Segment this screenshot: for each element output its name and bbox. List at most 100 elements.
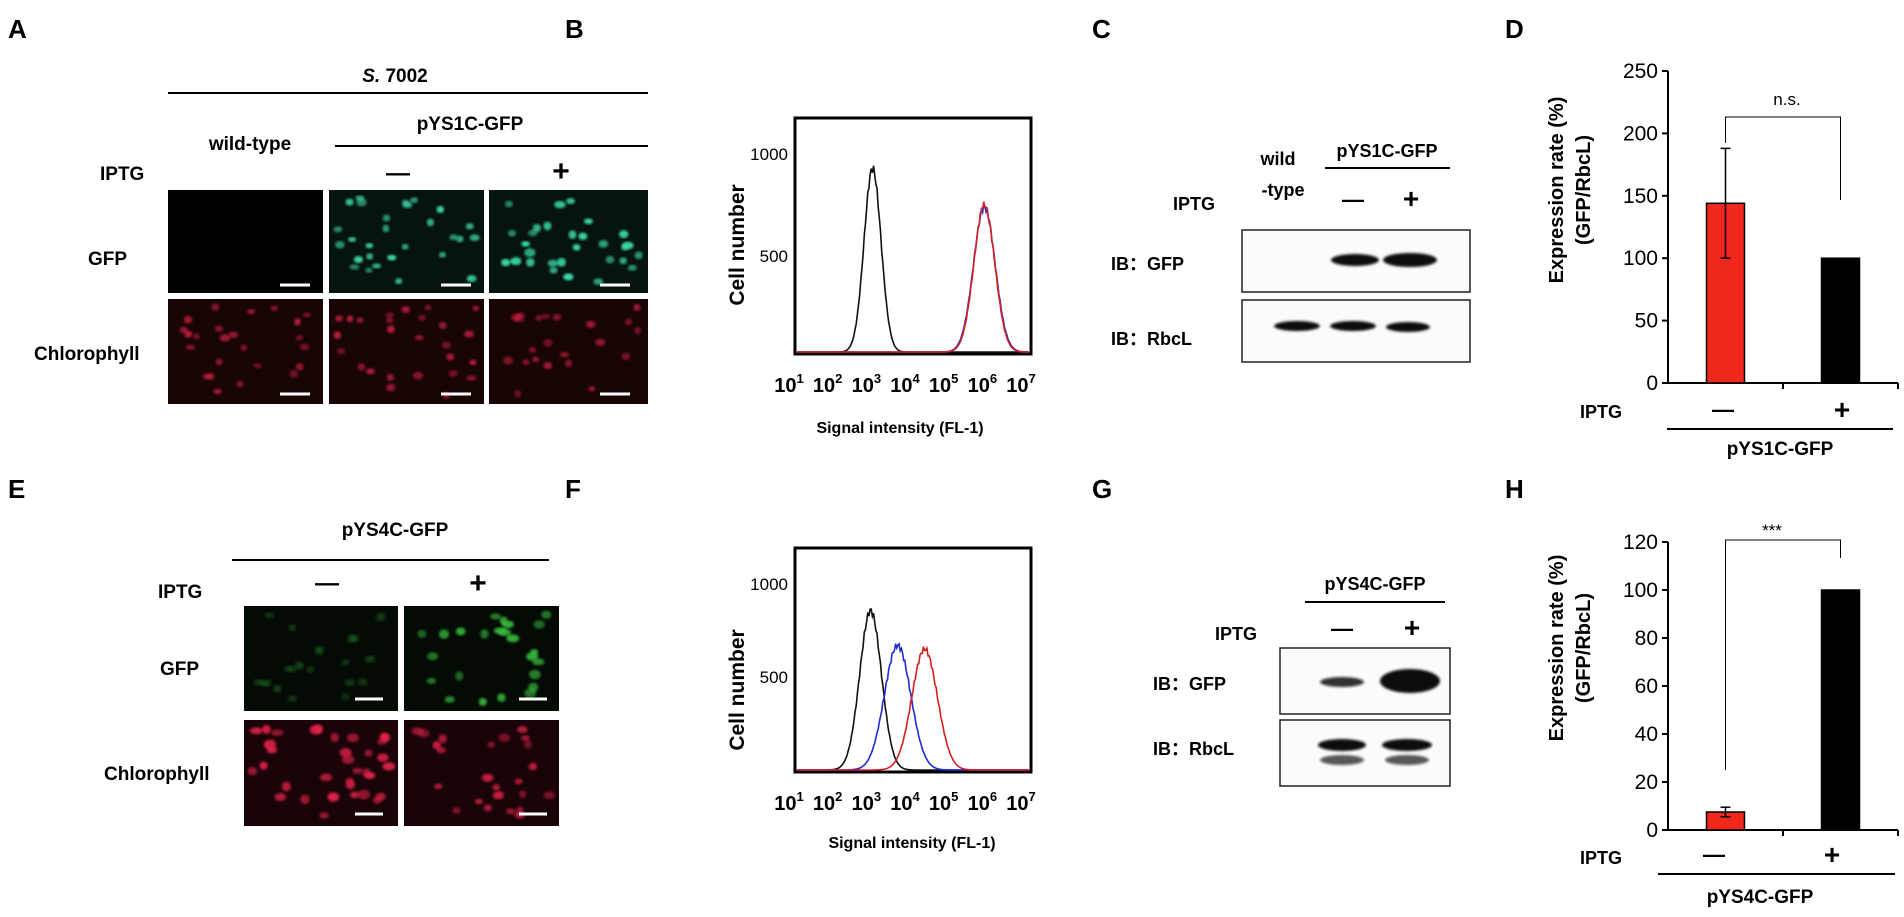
ytick-b-1000: 1000 <box>750 145 788 164</box>
ytick: 100 <box>1623 579 1658 602</box>
cell <box>287 696 298 702</box>
c-row-rbcl: IB：RbcL <box>1111 329 1192 349</box>
cell <box>347 635 359 642</box>
cell <box>498 733 511 743</box>
cell <box>529 669 541 680</box>
cell <box>497 693 506 702</box>
cell <box>364 749 373 757</box>
xtick-b-6: 107 <box>1006 371 1035 397</box>
cell <box>549 266 558 274</box>
cell <box>385 317 394 324</box>
significance-bracket <box>1725 539 1841 770</box>
band <box>1330 321 1376 331</box>
e-row-gfp: GFP <box>160 659 199 680</box>
blot-g-rbcl <box>1279 719 1451 787</box>
h-group: pYS4C-GFP <box>1707 887 1814 908</box>
strain-number: 7002 <box>385 66 427 87</box>
c-iptg: IPTG <box>1173 194 1215 214</box>
cell <box>236 380 244 388</box>
cell <box>543 221 552 231</box>
xtick-f-3: 104 <box>890 789 920 815</box>
cell <box>339 747 352 758</box>
cell <box>315 646 324 655</box>
cell <box>240 344 247 352</box>
xtick-f-6: 107 <box>1006 789 1035 815</box>
cell <box>353 256 364 263</box>
xtick-b-2: 103 <box>852 371 881 397</box>
cell <box>565 359 573 368</box>
cell <box>489 613 502 620</box>
cell <box>254 679 263 686</box>
c-row-gfp: IB：GFP <box>1111 254 1184 274</box>
histogram-red-trace <box>797 645 1029 771</box>
cell <box>247 767 258 776</box>
xtick-b-0: 101 <box>774 371 803 397</box>
ylabel-h-2: (GFP/RbcL) <box>1573 593 1595 703</box>
cell <box>295 363 304 371</box>
cell <box>438 734 447 744</box>
cell <box>294 318 301 326</box>
ytick-b-500: 500 <box>760 247 788 266</box>
e-row-chl: Chlorophyll <box>104 764 210 785</box>
panel-label-d: D <box>1505 14 1524 44</box>
cell <box>355 195 365 201</box>
cell <box>585 320 596 328</box>
cell <box>506 808 516 815</box>
cell <box>185 344 196 350</box>
cell <box>605 255 615 264</box>
micrograph-wt-gfp <box>168 190 323 293</box>
ylabel-h: Expression rate (%) <box>1546 555 1568 742</box>
cell <box>274 793 287 802</box>
ylabel-d-2: (GFP/RbcL) <box>1573 135 1595 245</box>
cell <box>541 610 552 619</box>
cell <box>346 733 359 743</box>
cell <box>427 652 439 661</box>
g-plus: + <box>1404 612 1420 643</box>
e-iptg: IPTG <box>158 582 202 603</box>
cell <box>365 368 375 375</box>
cell <box>289 369 299 378</box>
panel-h: Expression rate (%) (GFP/RbcL) 0 20 40 60 80… <box>1546 521 1899 908</box>
ytick: 0 <box>1646 819 1658 842</box>
c-plasmid: pYS1C-GFP <box>1336 141 1437 161</box>
cell <box>441 341 451 349</box>
cell <box>386 383 396 392</box>
panel-f: Cell number 1000 500 101 102 103 104 105 106 1… <box>726 546 1036 852</box>
cell <box>349 791 360 799</box>
cell <box>619 257 627 265</box>
cell <box>214 325 224 332</box>
cell <box>504 200 513 208</box>
strain-name: S. <box>362 66 380 87</box>
band <box>1382 739 1432 751</box>
cell <box>401 243 409 250</box>
g-row-rbcl: IB：RbcL <box>1153 739 1234 759</box>
micrograph-wt-chl <box>168 299 323 404</box>
cell <box>625 318 633 326</box>
cell <box>357 789 370 800</box>
micrograph-minus-chl <box>329 299 484 404</box>
cell <box>526 652 539 661</box>
band <box>1320 677 1364 687</box>
cell <box>446 353 455 361</box>
cell <box>515 315 525 323</box>
micrograph-e-minus-chl <box>244 720 398 826</box>
panel-label-c: C <box>1092 14 1111 44</box>
d-minus: — <box>1712 397 1734 422</box>
xtick-b-4: 105 <box>929 371 958 397</box>
panel-d: Expression rate (%) (GFP/RbcL) 0 50 100 150… <box>1546 60 1899 460</box>
panel-g: pYS4C-GFP IPTG — + IB：GFP IB：RbcL <box>1153 574 1451 787</box>
cell <box>382 762 396 771</box>
cell <box>514 389 522 398</box>
cell <box>375 792 386 801</box>
ylabel-b: Cell number <box>726 184 749 305</box>
c-minus: — <box>1342 187 1364 212</box>
cell <box>303 312 311 318</box>
g-minus: — <box>1331 616 1353 641</box>
cell <box>341 755 355 764</box>
cell <box>535 315 543 321</box>
panel-e: pYS4C-GFP IPTG — + GFP Chlorophyll <box>104 520 559 826</box>
cell <box>463 330 474 338</box>
cell <box>634 251 643 260</box>
cell <box>518 790 527 799</box>
col-pys1c-gfp: pYS1C-GFP <box>417 114 524 135</box>
